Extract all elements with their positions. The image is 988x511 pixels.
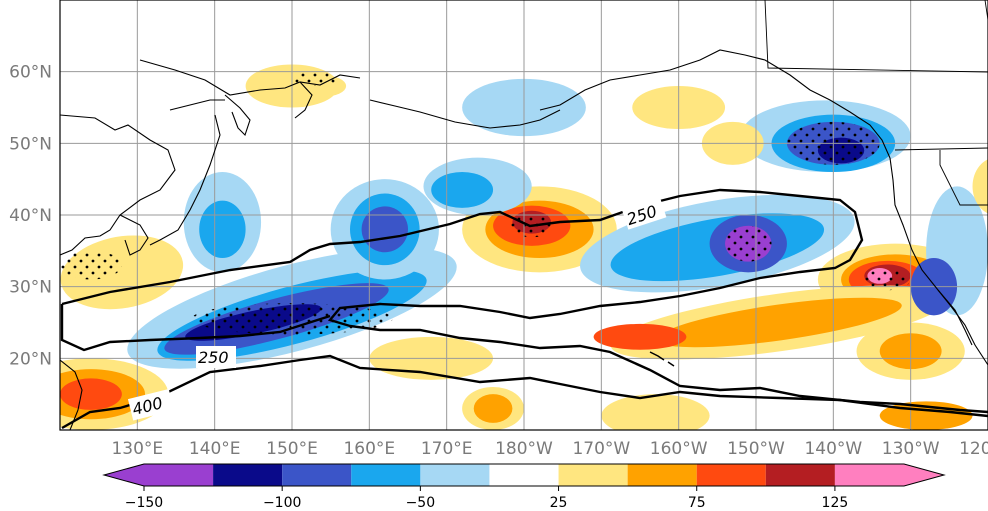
significance-stippling [725, 225, 772, 262]
x-tick-label: 160°E [343, 439, 395, 459]
x-tick-label: 120°W [959, 439, 988, 459]
colorbar-segment [765, 464, 835, 486]
contour-label-250-east: 250 [621, 196, 667, 230]
colorbar-segment [696, 464, 766, 486]
anomaly-region [593, 323, 687, 350]
colorbar-under-extension [104, 464, 144, 486]
colorbar-segment [627, 464, 697, 486]
x-tick-label: 170°E [421, 439, 473, 459]
colorbar-segment [282, 464, 352, 486]
colorbar-tick-label: 25 [550, 495, 568, 511]
colorbar-segment [834, 464, 904, 486]
colorbar-tick-labels: −150 −100 −50 25 75 125 [125, 486, 849, 511]
x-tick-label: 150°E [266, 439, 318, 459]
y-tick-label: 50°N [9, 134, 52, 154]
anomaly-region [972, 159, 988, 214]
anomaly-region [656, 297, 902, 348]
anomaly-region [473, 394, 513, 423]
anomaly-region [361, 206, 408, 253]
colorbar-tick-label: 125 [822, 495, 849, 511]
significance-stippling [864, 268, 911, 291]
colorbar-tick-label: −100 [263, 495, 301, 511]
contour-lines [60, 188, 988, 430]
map-frame [59, 0, 988, 431]
colorbar-segment [558, 464, 628, 486]
coastlines [60, 0, 988, 430]
colorbar-segment [213, 464, 283, 486]
contour-label-text: 250 [198, 348, 229, 367]
colorbar-tick-label: −50 [406, 495, 436, 511]
colorbar-segment [420, 464, 490, 486]
y-tick-label: 60°N [9, 63, 52, 83]
anomaly-region [199, 200, 246, 258]
colorbar-tick-label: 75 [688, 495, 706, 511]
anomaly-region [431, 172, 494, 208]
x-tick-label: 130°E [111, 439, 163, 459]
y-tick-label: 30°N [9, 278, 52, 298]
contour-label-250-west: 250 [196, 346, 236, 368]
x-tick-label: 140°E [189, 439, 241, 459]
y-tick-label: 20°N [9, 349, 52, 369]
anomaly-region [60, 378, 122, 410]
x-tick-label: 140°W [804, 439, 862, 459]
x-tick-label: 180°W [495, 439, 553, 459]
x-tick-label: 150°W [727, 439, 785, 459]
colorbar-segment [144, 464, 214, 486]
colorbar-over-extension [904, 464, 944, 486]
map-panel: 250 250 400 [60, 0, 988, 430]
x-axis-ticks: 130°E 140°E 150°E 160°E 170°E 180°W 170°W 160°W… [111, 439, 988, 459]
colorbar-outline [102, 463, 946, 487]
colorbar-segment [351, 464, 421, 486]
anomaly-region [601, 394, 710, 430]
x-tick-label: 130°W [882, 439, 940, 459]
y-axis-ticks: 60°N 50°N 40°N 30°N 20°N [9, 63, 52, 370]
colorbar [102, 463, 946, 487]
y-tick-label: 40°N [9, 206, 52, 226]
x-tick-label: 170°W [572, 439, 630, 459]
x-tick-label: 160°W [650, 439, 708, 459]
significance-stippling [60, 250, 122, 280]
colorbar-segment [489, 464, 559, 486]
colorbar-tick-label: −150 [125, 495, 163, 511]
